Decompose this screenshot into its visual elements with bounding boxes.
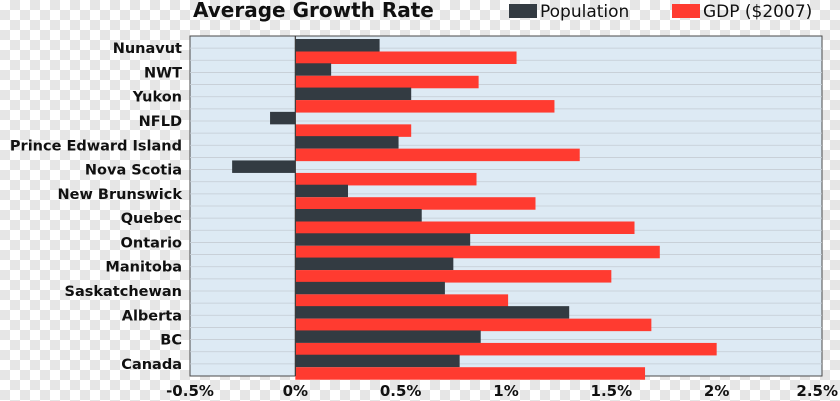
legend-label-population: Population [540, 2, 629, 22]
bars [232, 39, 717, 380]
category-label: Prince Edward Island [10, 138, 182, 154]
x-tick-label: 0% [283, 382, 308, 400]
category-label: New Brunswick [58, 187, 183, 203]
category-labels: Nunavut NWT Yukon NFLD Prince Edward Island N… [10, 41, 182, 373]
gdp-bar [295, 51, 517, 64]
category-label: Ontario [121, 235, 182, 251]
category-label: Canada [121, 357, 182, 373]
category-label: NWT [144, 65, 182, 81]
x-tick-label: 1% [493, 382, 518, 400]
population-bar [295, 136, 399, 149]
category-label: BC [160, 333, 182, 349]
population-bar [295, 306, 570, 319]
x-tick-label: 2.5% [796, 382, 838, 400]
category-label: NFLD [139, 114, 182, 130]
gdp-bar [295, 245, 660, 259]
gdp-bar [295, 342, 717, 356]
x-tick-labels: -0.5% 0% 0.5% 1% 1.5% 2% 2.5% [166, 382, 838, 400]
category-label: Manitoba [105, 260, 182, 276]
population-bar [295, 354, 460, 368]
category-label: Nunavut [113, 41, 182, 57]
x-tick-label: -0.5% [166, 382, 214, 400]
population-bar [295, 330, 481, 343]
population-bar [295, 63, 332, 76]
legend: Population GDP ($2007) [509, 2, 812, 22]
chart-title: Average Growth Rate [193, 0, 434, 22]
category-label: Yukon [132, 90, 182, 106]
population-bar [295, 87, 412, 101]
legend-swatch-population [509, 4, 537, 18]
population-bar [295, 184, 348, 198]
gdp-bar [295, 294, 509, 307]
x-tick-label: 0.5% [380, 382, 422, 400]
population-bar [232, 160, 296, 173]
x-tick-label: 2% [704, 382, 729, 400]
population-bar [295, 281, 445, 295]
gdp-bar [295, 172, 477, 186]
category-label: Quebec [121, 211, 182, 227]
gdp-bar [295, 124, 412, 137]
gdp-bar [295, 318, 652, 332]
gdp-bar [295, 100, 555, 113]
gdp-bar [295, 221, 635, 234]
gdp-bar [295, 148, 580, 162]
legend-swatch-gdp [672, 4, 700, 18]
population-bar [270, 111, 296, 125]
category-label: Saskatchewan [65, 284, 182, 300]
category-label: Alberta [122, 308, 182, 324]
gdp-bar [295, 367, 646, 380]
population-bar [295, 257, 454, 271]
gdp-bar [295, 197, 536, 210]
gdp-bar [295, 270, 612, 283]
gdp-bar [295, 75, 479, 89]
legend-label-gdp: GDP ($2007) [703, 2, 812, 22]
population-bar [295, 39, 380, 52]
category-label: Nova Scotia [85, 163, 182, 179]
population-bar [295, 209, 422, 222]
x-tick-label: 1.5% [591, 382, 633, 400]
population-bar [295, 233, 471, 246]
